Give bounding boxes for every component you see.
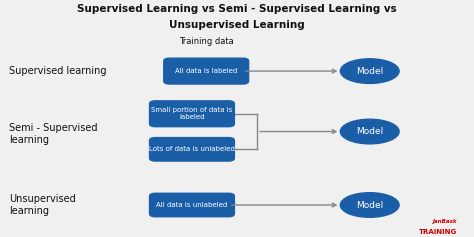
FancyBboxPatch shape: [149, 101, 234, 127]
Ellipse shape: [340, 59, 399, 83]
FancyBboxPatch shape: [164, 58, 248, 84]
Text: Supervised Learning vs Semi - Supervised Learning vs: Supervised Learning vs Semi - Supervised…: [77, 4, 397, 14]
Text: Semi - Supervised
learning: Semi - Supervised learning: [9, 123, 98, 145]
Text: TRAINING: TRAINING: [419, 229, 457, 235]
Text: All data is unlabeled: All data is unlabeled: [156, 202, 228, 208]
Text: Unsupervised
learning: Unsupervised learning: [9, 194, 76, 216]
Text: Small portion of data is
labeled: Small portion of data is labeled: [151, 107, 233, 120]
Text: Training data: Training data: [179, 37, 234, 46]
Ellipse shape: [340, 193, 399, 217]
Text: Unsupervised Learning: Unsupervised Learning: [169, 20, 305, 30]
Text: Supervised learning: Supervised learning: [9, 66, 107, 76]
FancyBboxPatch shape: [149, 193, 234, 217]
Text: All data is labeled: All data is labeled: [175, 68, 237, 74]
Text: Model: Model: [356, 127, 383, 136]
Text: Model: Model: [356, 201, 383, 210]
Text: Lots of data is unlabeled: Lots of data is unlabeled: [149, 146, 235, 152]
Ellipse shape: [340, 119, 399, 144]
Text: JanBask: JanBask: [433, 219, 457, 224]
FancyBboxPatch shape: [149, 137, 234, 161]
Text: Model: Model: [356, 67, 383, 76]
